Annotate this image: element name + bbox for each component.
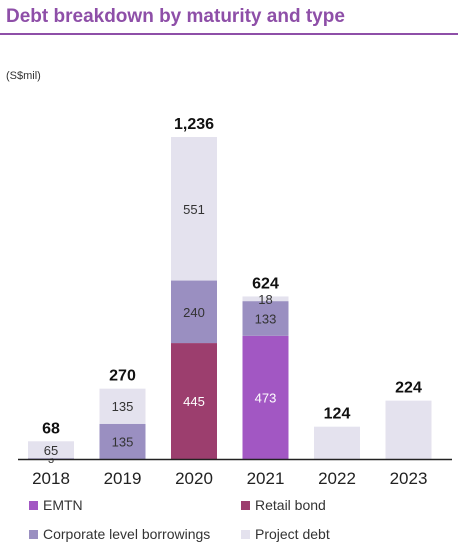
legend-item-project-debt: Project debt — [241, 526, 330, 542]
segment-label-2018-project-debt: 65 — [44, 443, 58, 458]
legend-item-emtn: EMTN — [29, 497, 83, 513]
x-tick-label-2019: 2019 — [104, 469, 142, 488]
bar-2019-corporate-level-borrowings — [99, 423, 146, 459]
total-label-2019: 270 — [109, 368, 136, 385]
x-tick-label-2023: 2023 — [390, 469, 428, 488]
segment-label-2019-project-debt: 135 — [112, 399, 134, 414]
legend-swatch-corporate-level-borrowings — [29, 529, 38, 539]
x-tick-label-2020: 2020 — [175, 469, 213, 488]
bar-2021-project-debt — [242, 296, 289, 302]
legend-swatch-project-debt — [241, 529, 250, 539]
segment-label-2020-retail-bond: 445 — [183, 394, 205, 409]
bar-2021-emtn — [242, 335, 289, 459]
bar-2020-project-debt — [171, 137, 217, 281]
x-tick-label-2021: 2021 — [247, 469, 285, 488]
total-label-2022: 124 — [324, 406, 351, 423]
total-label-2021: 624 — [252, 275, 279, 292]
segment-label-2021-corporate-level-borrowings: 133 — [255, 311, 277, 326]
legend-swatch-retail-bond — [241, 500, 250, 510]
legend-label-project-debt: Project debt — [255, 526, 330, 542]
legend-label-corporate-level-borrowings: Corporate level borrowings — [43, 526, 211, 542]
bar-2022-project-debt — [314, 426, 360, 459]
legend-item-corporate-level-borrowings: Corporate level borrowings — [29, 526, 210, 542]
total-label-2020: 1,236 — [174, 116, 214, 133]
bar-2023-project-debt — [385, 400, 432, 459]
x-tick-label-2022: 2022 — [318, 469, 356, 488]
total-label-2023: 224 — [395, 380, 422, 397]
segment-label-2021-emtn: 473 — [255, 390, 277, 405]
bar-2019-project-debt — [99, 388, 146, 424]
legend-label-emtn: EMTN — [43, 497, 83, 513]
segment-label-2020-project-debt: 551 — [183, 202, 205, 217]
bar-2018-corporate-level-borrowings — [28, 458, 74, 459]
bar-2018-project-debt — [28, 441, 74, 459]
segment-label-2021-project-debt: 18 — [258, 292, 272, 307]
x-tick-label-2018: 2018 — [32, 469, 70, 488]
bar-2020-corporate-level-borrowings — [171, 280, 217, 344]
total-label-2018: 68 — [42, 420, 60, 437]
legend-swatch-emtn — [29, 500, 38, 510]
bar-2021-corporate-level-borrowings — [242, 301, 289, 336]
segment-label-2020-corporate-level-borrowings: 240 — [183, 305, 205, 320]
chart-title: Debt breakdown by maturity and type — [6, 6, 345, 27]
legend-label-retail-bond: Retail bond — [255, 497, 326, 513]
legend-item-retail-bond: Retail bond — [241, 497, 326, 513]
title-underline — [0, 33, 458, 35]
bar-2020-retail-bond — [171, 343, 217, 459]
segment-label-2019-corporate-level-borrowings: 135 — [112, 434, 134, 449]
unit-label: (S$mil) — [6, 70, 41, 82]
